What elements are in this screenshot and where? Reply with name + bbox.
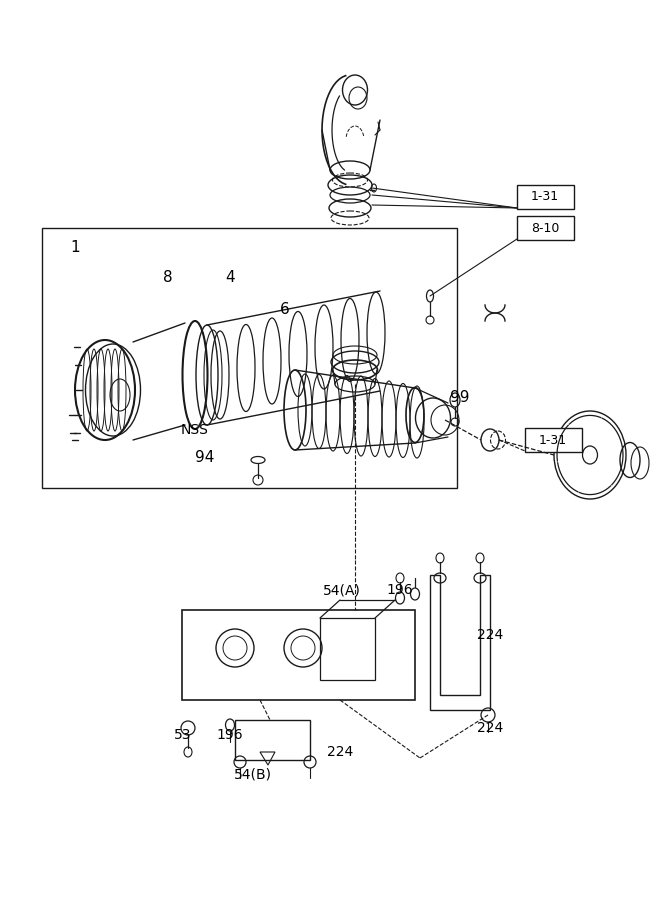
FancyBboxPatch shape: [516, 216, 574, 240]
FancyBboxPatch shape: [516, 185, 574, 209]
Bar: [320, 618, 375, 680]
Text: 8: 8: [163, 271, 173, 285]
Text: 224: 224: [327, 745, 353, 759]
Text: 224: 224: [477, 628, 503, 642]
Text: 54(B): 54(B): [234, 768, 272, 782]
Text: 53: 53: [174, 728, 191, 742]
Text: 8-10: 8-10: [531, 221, 559, 235]
Text: 4: 4: [225, 271, 235, 285]
Text: 1: 1: [70, 240, 80, 256]
Text: 94: 94: [195, 451, 215, 465]
Text: 196: 196: [387, 583, 414, 597]
Text: 1-31: 1-31: [531, 191, 559, 203]
FancyBboxPatch shape: [524, 428, 582, 452]
Text: 224: 224: [477, 721, 503, 735]
Text: 1-31: 1-31: [539, 434, 567, 446]
Text: 99: 99: [450, 391, 470, 406]
Text: NSS: NSS: [181, 423, 209, 437]
Text: 196: 196: [217, 728, 243, 742]
Bar: [42, 228, 457, 488]
Text: 6: 6: [280, 302, 290, 318]
Text: 54(A): 54(A): [323, 583, 361, 597]
